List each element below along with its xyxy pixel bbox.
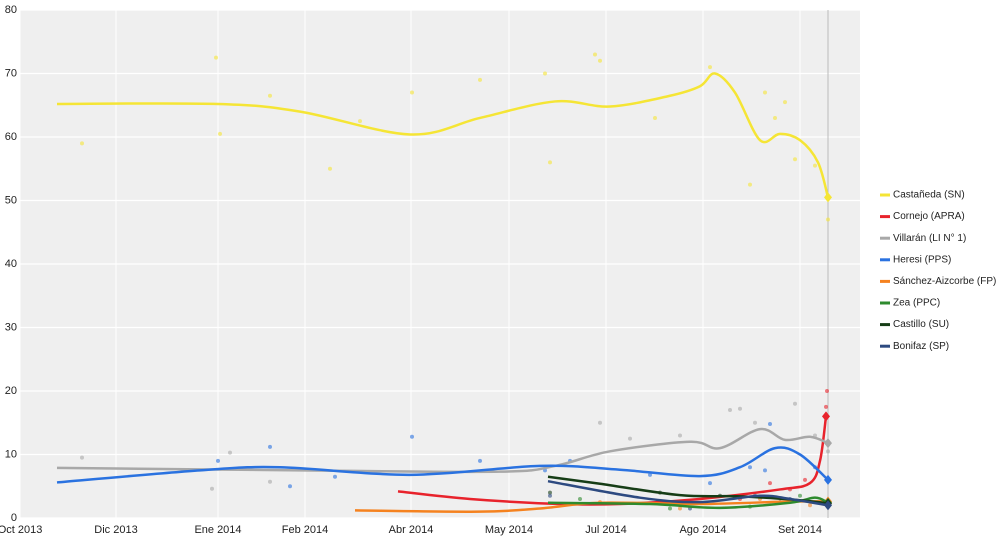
y-tick-label: 50: [5, 194, 17, 206]
trend-line: [56, 427, 829, 474]
poll-point: [826, 449, 830, 454]
poll-point: [768, 422, 772, 427]
trend-line: [547, 496, 829, 510]
x-tick-label: Abr 2014: [389, 524, 434, 536]
x-tick-label: Jul 2014: [585, 524, 627, 536]
poll-point: [668, 506, 672, 511]
poll-point: [288, 484, 292, 489]
trend-line: [56, 446, 829, 484]
poll-point: [543, 71, 547, 76]
end-marker: [824, 474, 832, 485]
poll-point: [210, 486, 214, 491]
poll-point: [80, 141, 84, 146]
poll-point: [410, 434, 414, 439]
poll-point: [808, 503, 812, 508]
poll-point: [678, 506, 682, 511]
poll-point: [228, 450, 232, 455]
legend-label: Cornejo (APRA): [893, 211, 965, 222]
poll-point: [768, 481, 772, 486]
legend-label: Sánchez-Aizcorbe (FP): [893, 276, 996, 287]
poll-point: [410, 90, 414, 95]
legend-label: Villarán (LI N° 1): [893, 233, 966, 244]
y-tick-label: 10: [5, 448, 17, 460]
poll-point: [268, 444, 272, 449]
poll-point: [358, 119, 362, 124]
poll-point: [598, 58, 602, 63]
trend-line: [56, 72, 830, 198]
poll-point: [218, 131, 222, 136]
x-tick-label: Oct 2013: [0, 524, 42, 536]
poll-point: [793, 157, 797, 162]
y-tick-label: 80: [5, 4, 17, 16]
poll-point: [593, 52, 597, 57]
x-tick-label: Dic 2013: [94, 524, 137, 536]
legend-label: Heresi (PPS): [893, 254, 951, 265]
y-tick-label: 20: [5, 385, 17, 397]
poll-point: [268, 479, 272, 484]
poll-point: [478, 458, 482, 463]
poll-point: [648, 472, 652, 477]
end-marker: [824, 500, 832, 511]
legend-label: Castañeda (SN): [893, 190, 965, 201]
poll-point: [748, 182, 752, 187]
poll-point: [598, 420, 602, 425]
poll-point: [578, 496, 582, 501]
x-tick-label: Ene 2014: [194, 524, 241, 536]
x-tick-label: Ago 2014: [679, 524, 726, 536]
end-marker: [822, 411, 830, 422]
poll-point: [763, 468, 767, 473]
poll-point: [826, 217, 830, 222]
y-tick-label: 70: [5, 67, 17, 79]
end-marker: [824, 192, 832, 203]
x-tick-label: Set 2014: [778, 524, 822, 536]
poll-point: [548, 493, 552, 498]
poll-point: [268, 93, 272, 98]
poll-point: [783, 100, 787, 105]
poll-point: [773, 115, 777, 120]
legend-label: Castillo (SU): [893, 319, 949, 330]
poll-point: [80, 455, 84, 460]
y-tick-label: 0: [11, 512, 17, 524]
poll-point: [708, 65, 712, 70]
poll-point: [763, 90, 767, 95]
legend-label: Bonifaz (SP): [893, 341, 949, 352]
poll-point: [653, 115, 657, 120]
poll-point: [328, 166, 332, 171]
x-tick-label: May 2014: [485, 524, 533, 536]
trend-line: [547, 479, 829, 507]
poll-point: [748, 465, 752, 470]
y-tick-label: 30: [5, 321, 17, 333]
poll-point: [728, 408, 732, 413]
poll-point: [825, 389, 829, 393]
y-tick-label: 40: [5, 258, 17, 270]
legend-label: Zea (PPC): [893, 298, 940, 309]
end-marker: [824, 438, 832, 449]
x-tick-label: Feb 2014: [282, 524, 328, 536]
poll-point: [708, 481, 712, 486]
poll-point: [793, 401, 797, 406]
poll-point: [478, 77, 482, 82]
poll-point: [333, 474, 337, 479]
poll-point: [216, 458, 220, 463]
poll-point: [548, 490, 552, 495]
poll-point: [214, 55, 218, 60]
poll-point: [753, 420, 757, 425]
y-tick-label: 60: [5, 131, 17, 143]
poll-point: [798, 493, 802, 498]
poll-point: [803, 477, 807, 482]
poll-point: [678, 433, 682, 438]
trend-line: [397, 416, 828, 506]
poll-point: [628, 436, 632, 441]
poll-point: [813, 163, 817, 168]
poll-point: [824, 404, 828, 409]
poll-point: [738, 406, 742, 411]
poll-point: [548, 160, 552, 165]
